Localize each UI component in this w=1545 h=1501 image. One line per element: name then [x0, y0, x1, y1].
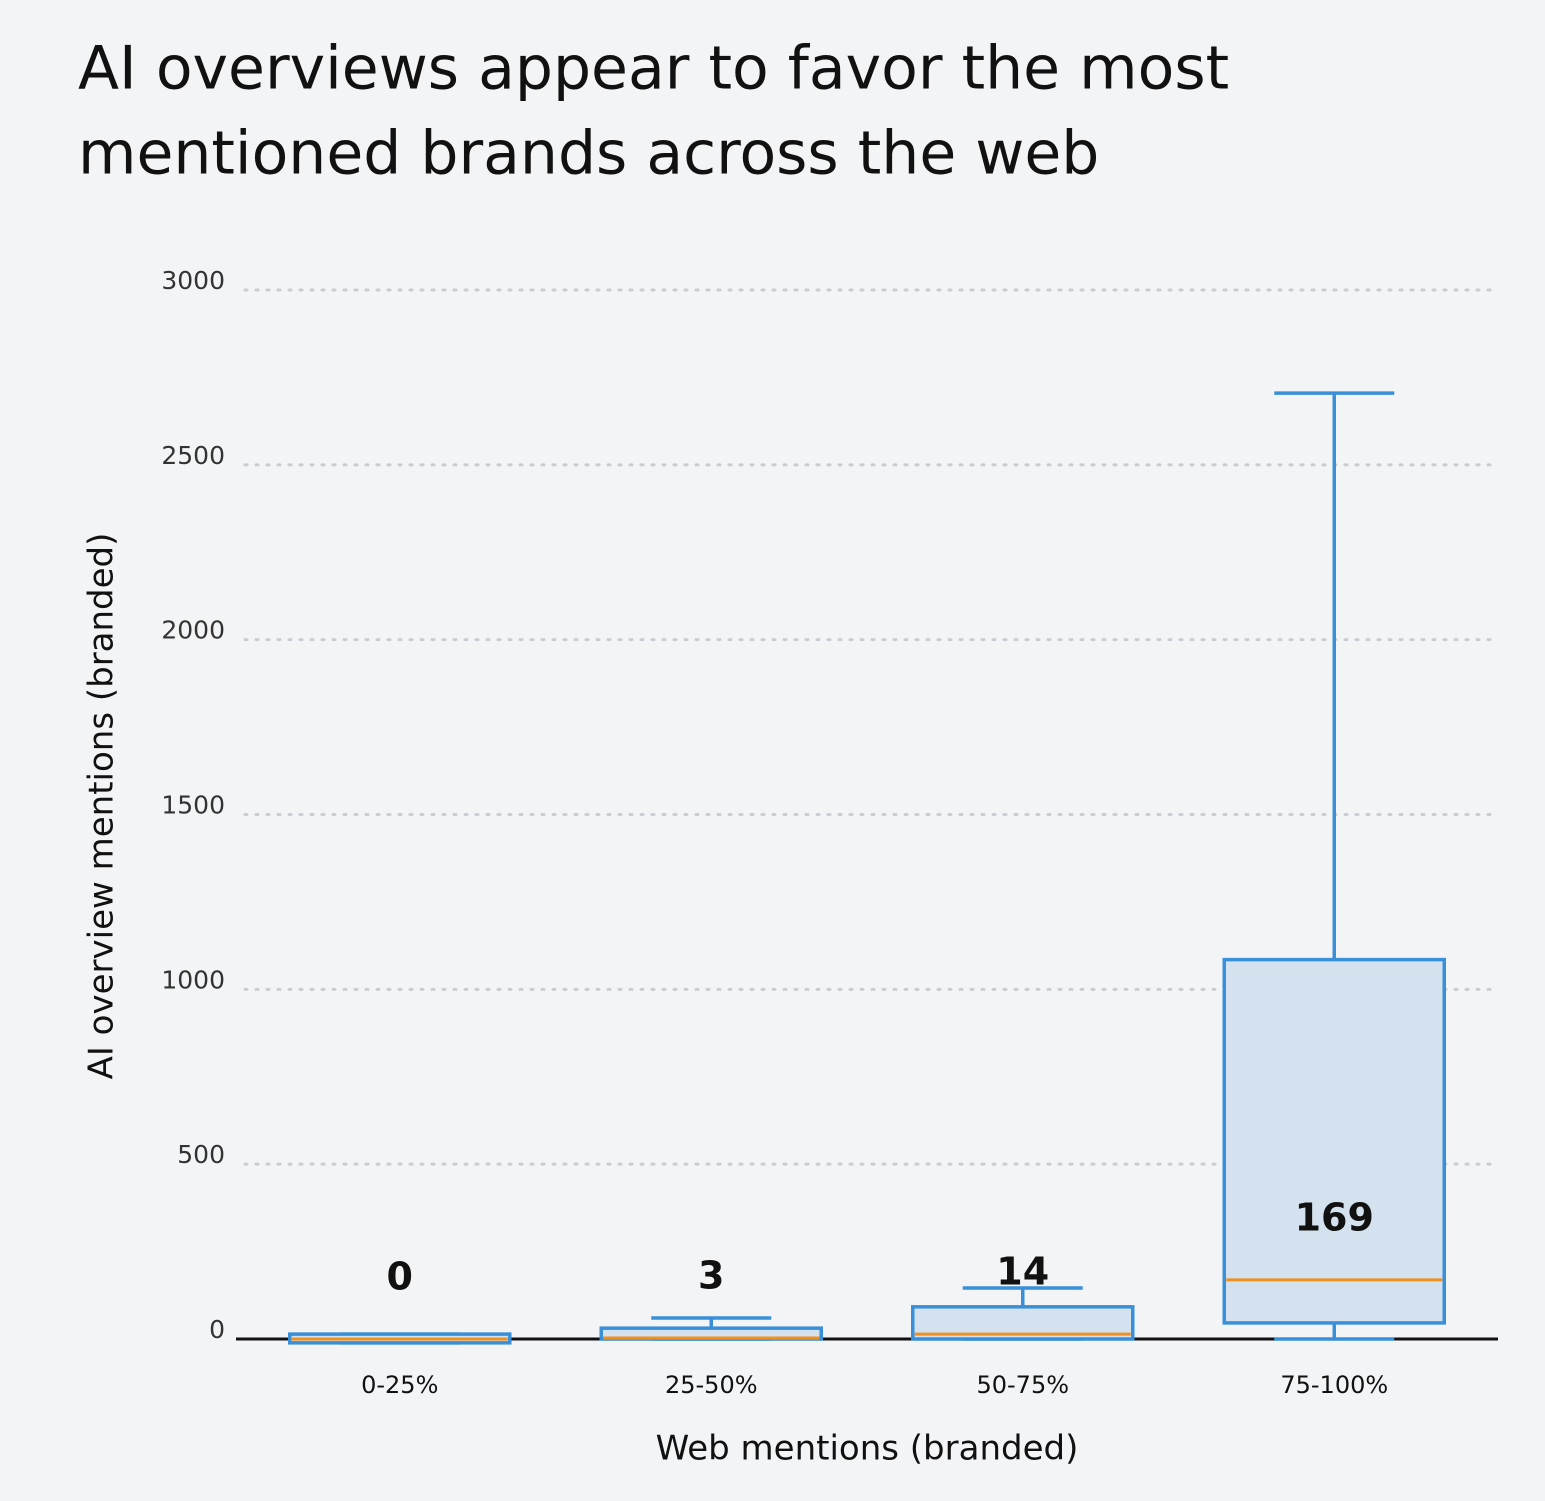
- box: [1222, 957, 1446, 1325]
- x-axis-label: Web mentions (branded): [656, 1429, 1079, 1469]
- value-label: 14: [996, 1250, 1049, 1294]
- y-tick-label: 500: [177, 1140, 225, 1169]
- value-label: 0: [387, 1255, 413, 1299]
- x-tick-label: 75-100%: [1280, 1371, 1388, 1399]
- y-axis-label: AI overview mentions (branded): [82, 533, 122, 1080]
- x-tick-label: 50-75%: [976, 1371, 1069, 1399]
- chart-title: mentioned brands across the web: [78, 119, 1099, 189]
- chart-title: AI overviews appear to favor the most: [78, 34, 1229, 104]
- value-label: 3: [698, 1253, 724, 1297]
- y-tick-label: 2500: [161, 441, 225, 470]
- y-tick-label: 0: [209, 1315, 225, 1344]
- y-tick-label: 3000: [161, 266, 225, 295]
- y-tick-label: 1000: [161, 965, 225, 994]
- y-tick-label: 2000: [161, 616, 225, 645]
- value-label: 169: [1295, 1195, 1374, 1239]
- x-tick-label: 25-50%: [665, 1371, 758, 1399]
- x-tick-label: 0-25%: [361, 1371, 438, 1399]
- y-tick-label: 1500: [161, 791, 225, 820]
